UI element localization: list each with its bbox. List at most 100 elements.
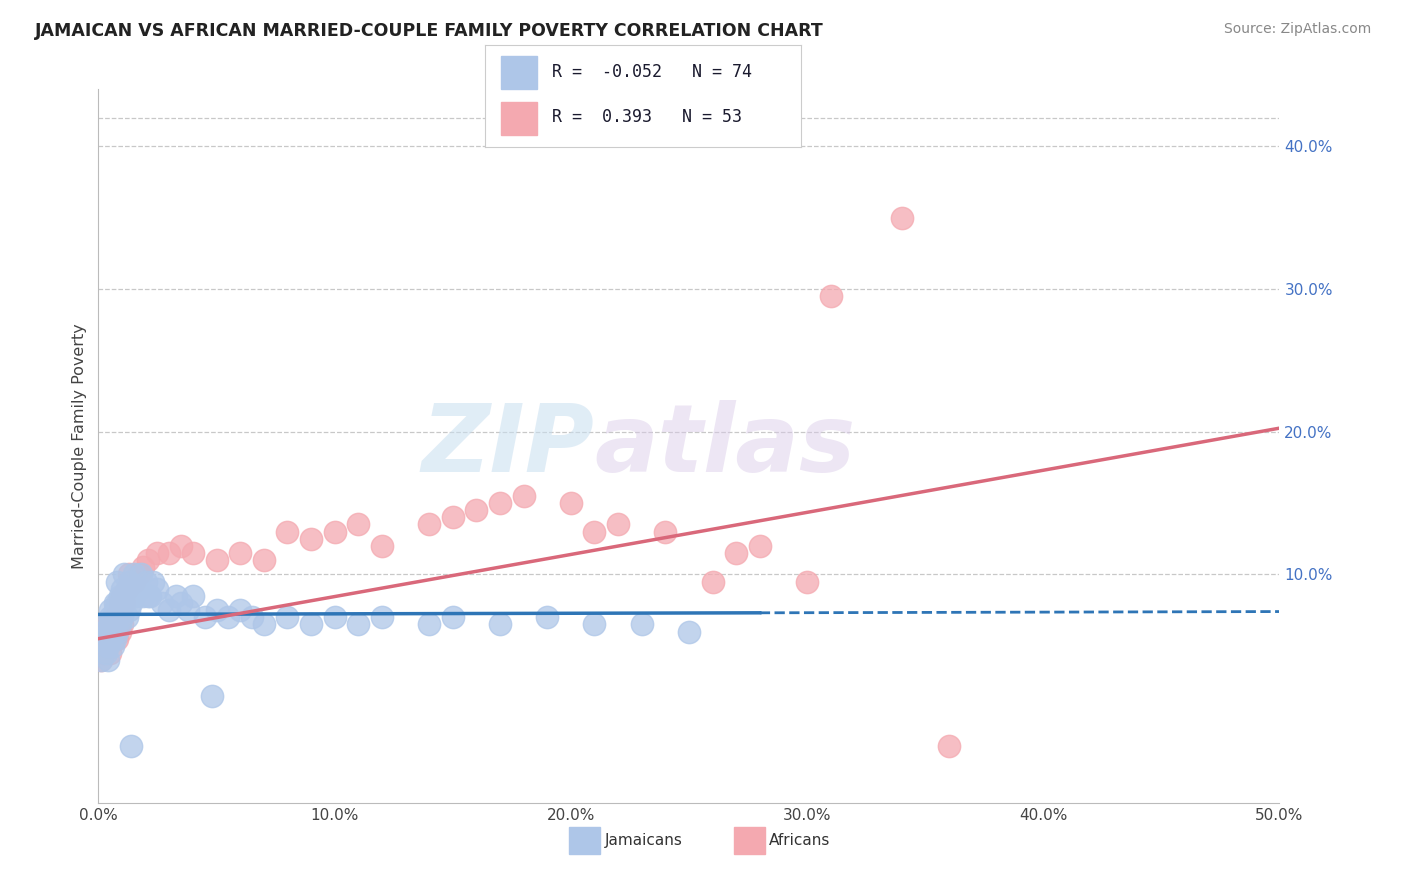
Point [512, 489, 534, 503]
Point [129, 567, 152, 582]
Point [104, 603, 127, 617]
Point [371, 539, 394, 553]
Point [820, 289, 842, 303]
Point [94, 646, 117, 660]
Point [418, 517, 440, 532]
Point [104, 624, 127, 639]
Point [101, 632, 124, 646]
Point [157, 603, 180, 617]
Point [142, 574, 165, 589]
Point [108, 596, 131, 610]
Point [177, 603, 200, 617]
Point [170, 539, 193, 553]
Point [299, 617, 322, 632]
Point [94, 632, 117, 646]
Point [104, 617, 127, 632]
Point [115, 582, 138, 596]
Point [111, 582, 134, 596]
Point [108, 617, 131, 632]
Point [654, 524, 676, 539]
Point [121, 739, 143, 753]
Point [94, 639, 117, 653]
Point [111, 610, 134, 624]
Point [98, 603, 121, 617]
Point [105, 610, 128, 624]
Point [108, 624, 131, 639]
Point [630, 617, 652, 632]
Point [97, 639, 120, 653]
Point [122, 589, 145, 603]
Point [217, 610, 239, 624]
Text: JAMAICAN VS AFRICAN MARRIED-COUPLE FAMILY POVERTY CORRELATION CHART: JAMAICAN VS AFRICAN MARRIED-COUPLE FAMIL… [35, 22, 824, 40]
Point [489, 617, 512, 632]
Point [105, 632, 128, 646]
Text: R =  -0.052   N = 74: R = -0.052 N = 74 [551, 62, 751, 81]
Point [98, 624, 121, 639]
Point [157, 546, 180, 560]
Point [607, 517, 630, 532]
Point [101, 610, 124, 624]
Point [181, 546, 204, 560]
Point [796, 574, 818, 589]
Point [112, 596, 135, 610]
Point [205, 603, 228, 617]
Point [136, 553, 159, 567]
Point [938, 739, 960, 753]
Point [678, 624, 700, 639]
Point [111, 617, 134, 632]
Point [104, 610, 127, 624]
Point [105, 574, 128, 589]
Point [108, 589, 131, 603]
Point [139, 589, 162, 603]
Point [94, 624, 117, 639]
Point [97, 632, 120, 646]
Point [91, 646, 114, 660]
Point [136, 589, 159, 603]
Point [125, 582, 148, 596]
Point [702, 574, 724, 589]
Point [253, 553, 276, 567]
Point [150, 596, 173, 610]
Point [181, 589, 204, 603]
Point [101, 617, 124, 632]
Text: atlas: atlas [595, 400, 856, 492]
Point [121, 596, 143, 610]
Point [890, 211, 912, 225]
Point [97, 617, 120, 632]
Point [101, 639, 124, 653]
Point [441, 610, 464, 624]
Point [583, 617, 606, 632]
Point [91, 624, 114, 639]
Point [105, 624, 128, 639]
Point [118, 574, 141, 589]
Point [122, 567, 145, 582]
Point [489, 496, 512, 510]
Point [276, 524, 298, 539]
Text: Africans: Africans [769, 833, 831, 847]
Point [98, 617, 121, 632]
Point [122, 574, 145, 589]
Point [748, 539, 770, 553]
Point [128, 582, 150, 596]
FancyBboxPatch shape [501, 56, 537, 88]
Point [111, 596, 134, 610]
Point [104, 632, 127, 646]
Point [105, 617, 128, 632]
Point [725, 546, 748, 560]
Point [170, 596, 193, 610]
Point [323, 524, 346, 539]
Point [299, 532, 322, 546]
Point [229, 546, 252, 560]
Point [115, 610, 138, 624]
Point [97, 624, 120, 639]
Point [128, 567, 150, 582]
Point [98, 610, 121, 624]
Point [101, 624, 124, 639]
Text: R =  0.393   N = 53: R = 0.393 N = 53 [551, 108, 741, 126]
Point [112, 567, 135, 582]
Point [112, 603, 135, 617]
Point [536, 610, 558, 624]
Point [94, 617, 117, 632]
Point [276, 610, 298, 624]
Point [111, 589, 134, 603]
